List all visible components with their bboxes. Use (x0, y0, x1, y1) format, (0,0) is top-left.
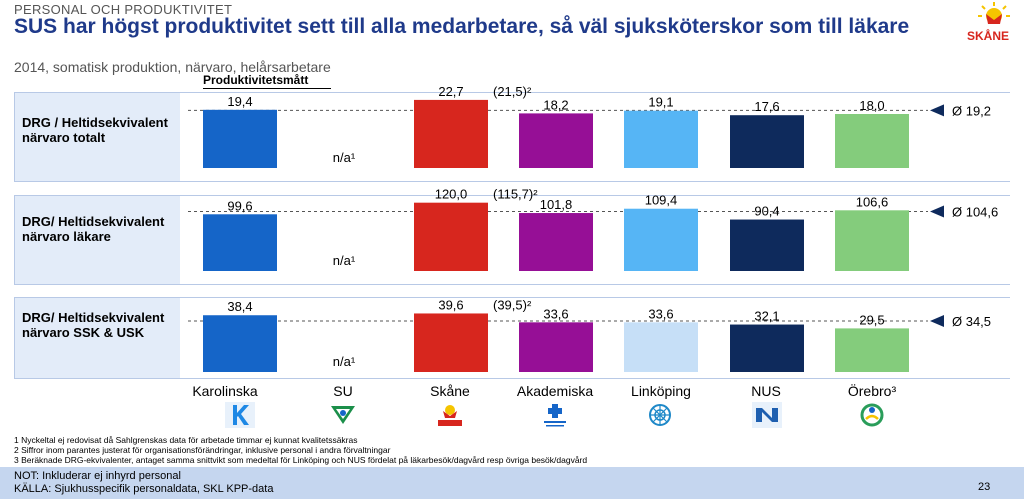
page-subtitle: 2014, somatisk produktion, närvaro, helå… (14, 59, 331, 75)
value-label-karolinska-row-1: 19,4 (227, 94, 252, 109)
value-label-linkoping-row-1: 19,1 (648, 95, 673, 110)
row-label-lakare: DRG/ Heltidsekvivalent närvaro läkare (22, 214, 165, 244)
adjusted-value-label-row-1: (21,5)² (493, 84, 532, 99)
company-label-karolinska: Karolinska (192, 383, 258, 399)
region-skane-logo-icon (978, 2, 1010, 24)
section-label: PERSONAL OCH PRODUKTIVITET (14, 2, 233, 17)
value-label-akademiska-row-3: 33,6 (543, 306, 568, 321)
row-label-total: DRG / Heltidsekvivalent närvaro totalt (22, 115, 168, 145)
karolinska-logo-icon (225, 402, 255, 428)
na-label-su-row-1: n/a¹ (333, 150, 356, 165)
value-label-akademiska-row-2: 101,8 (540, 197, 573, 212)
bar-karolinska-row-3 (203, 315, 277, 372)
bar-skane-row-1 (414, 99, 488, 168)
company-label-skane: Skåne (430, 383, 470, 399)
average-marker-row-1 (930, 104, 944, 117)
bar-orebro-row-2 (835, 210, 909, 271)
nus-logo-icon (752, 402, 782, 428)
company-label-linkoping: Linköping (631, 383, 691, 399)
adjusted-value-label-row-2: (115,7)² (493, 187, 538, 202)
linkoping-logo-icon (649, 404, 671, 426)
adjusted-value-label-row-3: (39,5)² (493, 297, 532, 312)
page-title: SUS har högst produktivitet sett till al… (14, 15, 910, 38)
value-label-linkoping-row-2: 109,4 (645, 193, 678, 208)
page-number: 23 (978, 481, 991, 493)
footnote-3: 3 Beräknade DRG-ekvivalenter, antaget sa… (14, 455, 588, 465)
su-logo-icon (331, 406, 355, 424)
na-label-su-row-2: n/a¹ (333, 253, 356, 268)
bar-nus-row-3 (730, 324, 804, 372)
value-label-orebro-row-2: 106,6 (856, 194, 889, 209)
company-label-su: SU (333, 383, 353, 399)
bar-orebro-row-3 (835, 328, 909, 372)
row-label-panel-ssk (14, 297, 182, 379)
bar-linkoping-row-3 (624, 322, 698, 372)
row-label-ssk: DRG/ Heltidsekvivalent närvaro SSK & USK (22, 310, 165, 340)
value-label-karolinska-row-2: 99,6 (227, 198, 252, 213)
footer-source: KÄLLA: Sjukhusspecifik personaldata, SKL… (14, 483, 274, 495)
logo-text: SKÅNE (967, 29, 1010, 43)
average-label-row-1: Ø 19,2 (952, 103, 991, 118)
value-label-akademiska-row-1: 18,2 (543, 97, 568, 112)
bar-akademiska-row-2 (519, 213, 593, 271)
bar-nus-row-1 (730, 115, 804, 168)
company-label-nus: NUS (751, 383, 781, 399)
value-label-nus-row-3: 32,1 (754, 309, 779, 324)
bar-skane-row-2 (414, 202, 488, 271)
company-label-akademiska: Akademiska (516, 383, 594, 399)
bar-linkoping-row-2 (624, 208, 698, 271)
na-label-su-row-3: n/a¹ (333, 354, 356, 369)
bar-akademiska-row-1 (519, 113, 593, 168)
bar-karolinska-row-1 (203, 109, 277, 168)
value-label-skane-row-3: 39,6 (438, 297, 463, 312)
footer-note: NOT: Inkluderar ej inhyrd personal (14, 470, 181, 482)
value-label-nus-row-2: 90,4 (754, 204, 779, 219)
footnote-1: 1 Nyckeltal ej redovisat då Sahlgrenskas… (14, 435, 358, 445)
value-label-karolinska-row-3: 38,4 (227, 299, 252, 314)
footer-bar (0, 467, 1024, 499)
metric-header-underline (203, 88, 331, 89)
skane-logo-icon (438, 405, 462, 426)
value-label-linkoping-row-3: 33,6 (648, 306, 673, 321)
akademiska-logo-icon (544, 404, 566, 427)
row-label-panel-total (14, 92, 182, 182)
value-label-orebro-row-3: 29,5 (859, 312, 884, 327)
row-label-panel-lakare (14, 195, 182, 285)
value-label-skane-row-1: 22,7 (438, 84, 463, 99)
bar-akademiska-row-3 (519, 322, 593, 372)
value-label-skane-row-2: 120,0 (435, 187, 468, 202)
value-label-nus-row-1: 17,6 (754, 99, 779, 114)
bar-skane-row-3 (414, 313, 488, 372)
metric-header: Produktivitetsmått (203, 73, 309, 87)
average-marker-row-3 (930, 315, 944, 327)
bar-linkoping-row-1 (624, 110, 698, 168)
average-label-row-2: Ø 104,6 (952, 204, 998, 219)
footnote-2: 2 Siffror inom parantes justerat för org… (14, 445, 391, 455)
bar-orebro-row-1 (835, 114, 909, 168)
orebro-logo-icon (860, 403, 884, 427)
bar-karolinska-row-2 (203, 214, 277, 271)
bar-nus-row-2 (730, 219, 804, 271)
value-label-orebro-row-1: 18,0 (859, 98, 884, 113)
average-label-row-3: Ø 34,5 (952, 314, 991, 329)
average-marker-row-2 (930, 205, 944, 218)
company-label-orebro: Örebro³ (847, 383, 897, 399)
